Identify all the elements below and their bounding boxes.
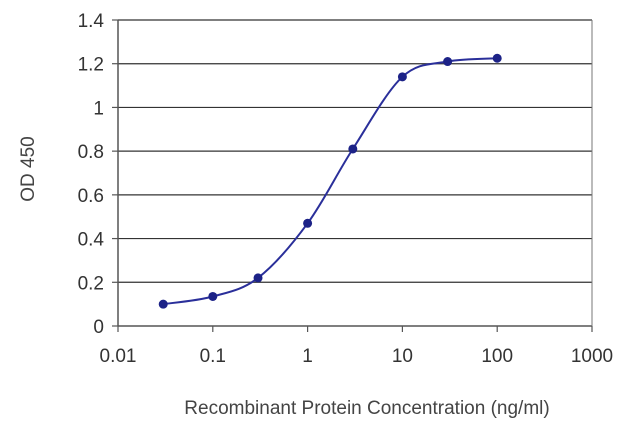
y-tick-label: 0.2 <box>78 273 104 294</box>
grid-lines <box>118 19 592 283</box>
x-tick-label: 0.1 <box>200 346 226 367</box>
y-tick-label: 0.6 <box>78 186 104 207</box>
y-axis-title: OD 450 <box>18 136 39 201</box>
y-tick-label: 0 <box>93 317 104 338</box>
x-tick-label: 100 <box>481 346 513 367</box>
x-tick-label: 1 <box>302 346 313 367</box>
data-point <box>208 291 218 301</box>
tick-marks <box>112 19 593 332</box>
data-point <box>303 218 313 228</box>
data-point <box>348 144 358 154</box>
data-point <box>397 72 407 82</box>
y-tick-label: 1.2 <box>78 55 104 76</box>
data-point <box>158 299 168 309</box>
x-tick-label: 1000 <box>571 346 613 367</box>
y-tick-labels: 0 0.2 0.4 0.6 0.8 1 1.2 1.4 <box>78 11 105 338</box>
data-point <box>492 53 502 63</box>
y-tick-label: 1 <box>93 98 104 119</box>
y-tick-label: 0.8 <box>78 142 104 163</box>
axes <box>117 20 593 327</box>
x-tick-label: 10 <box>392 346 413 367</box>
y-tick-label: 0.4 <box>78 230 105 251</box>
y-tick-label: 1.4 <box>78 11 105 32</box>
x-axis-title: Recombinant Protein Concentration (ng/ml… <box>184 398 549 419</box>
x-tick-labels: 0.01 0.1 1 10 100 1000 <box>100 346 614 367</box>
x-tick-label: 0.01 <box>100 346 137 367</box>
data-point <box>253 273 263 283</box>
data-point <box>443 57 453 67</box>
series <box>158 53 502 309</box>
series-line <box>163 57 498 306</box>
